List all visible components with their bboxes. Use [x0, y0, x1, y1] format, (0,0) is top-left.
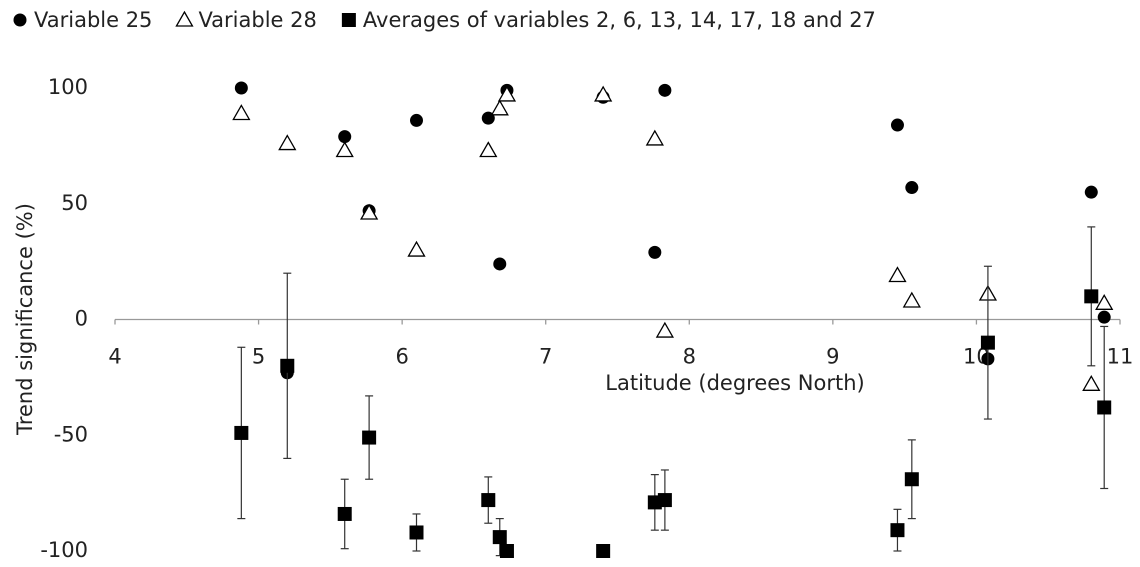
point — [657, 493, 672, 508]
y-axis-label: Trend significance (%) — [13, 203, 37, 436]
point — [493, 257, 507, 271]
x-axis-label: Latitude (degrees North) — [605, 371, 864, 395]
point — [362, 430, 377, 445]
point — [1084, 185, 1098, 199]
x-tick-label: 8 — [683, 345, 696, 369]
x-tick-label: 6 — [395, 345, 408, 369]
point — [479, 141, 498, 158]
point — [1095, 293, 1114, 310]
point — [905, 181, 919, 195]
y-tick-label: 0 — [75, 307, 88, 331]
point — [360, 203, 379, 220]
point — [645, 129, 664, 146]
point — [658, 83, 672, 97]
point — [497, 85, 517, 102]
x-tick-label: 4 — [108, 345, 121, 369]
point — [980, 335, 995, 350]
x-tick-label: 5 — [252, 345, 265, 369]
y-tick-label: 50 — [61, 191, 88, 215]
point — [890, 118, 904, 132]
point — [1097, 310, 1111, 324]
point — [1084, 289, 1099, 304]
point — [481, 493, 496, 508]
legend-marker — [175, 10, 194, 27]
point — [655, 321, 674, 338]
point — [409, 525, 424, 540]
legend-label: Averages of variables 2, 6, 13, 14, 17, … — [363, 8, 876, 32]
point — [278, 134, 297, 151]
point — [335, 141, 354, 158]
point — [499, 544, 514, 558]
legend-label: Variable 28 — [198, 8, 316, 32]
point — [648, 245, 662, 259]
point — [1097, 400, 1112, 415]
point — [410, 113, 423, 127]
legend-marker — [341, 13, 356, 27]
y-tick-label: -50 — [54, 422, 88, 446]
point — [232, 104, 251, 121]
y-tick-label: -100 — [40, 538, 88, 562]
y-tick-label: 100 — [48, 75, 88, 99]
point — [1082, 375, 1101, 391]
point — [594, 85, 613, 102]
point — [490, 99, 509, 116]
point — [492, 530, 507, 545]
point — [338, 130, 352, 144]
legend-label: Variable 25 — [34, 8, 152, 32]
point — [596, 544, 611, 558]
point — [234, 81, 248, 95]
point — [904, 472, 919, 487]
x-tick-label: 9 — [826, 345, 839, 369]
x-tick-label: 11 — [1107, 345, 1134, 369]
point — [902, 291, 921, 308]
legend-marker — [13, 13, 27, 27]
point — [890, 523, 905, 538]
point — [888, 266, 907, 283]
point — [234, 425, 249, 440]
x-tick-label: 7 — [539, 345, 552, 369]
point — [337, 506, 352, 521]
point — [407, 240, 426, 257]
point — [280, 358, 295, 373]
